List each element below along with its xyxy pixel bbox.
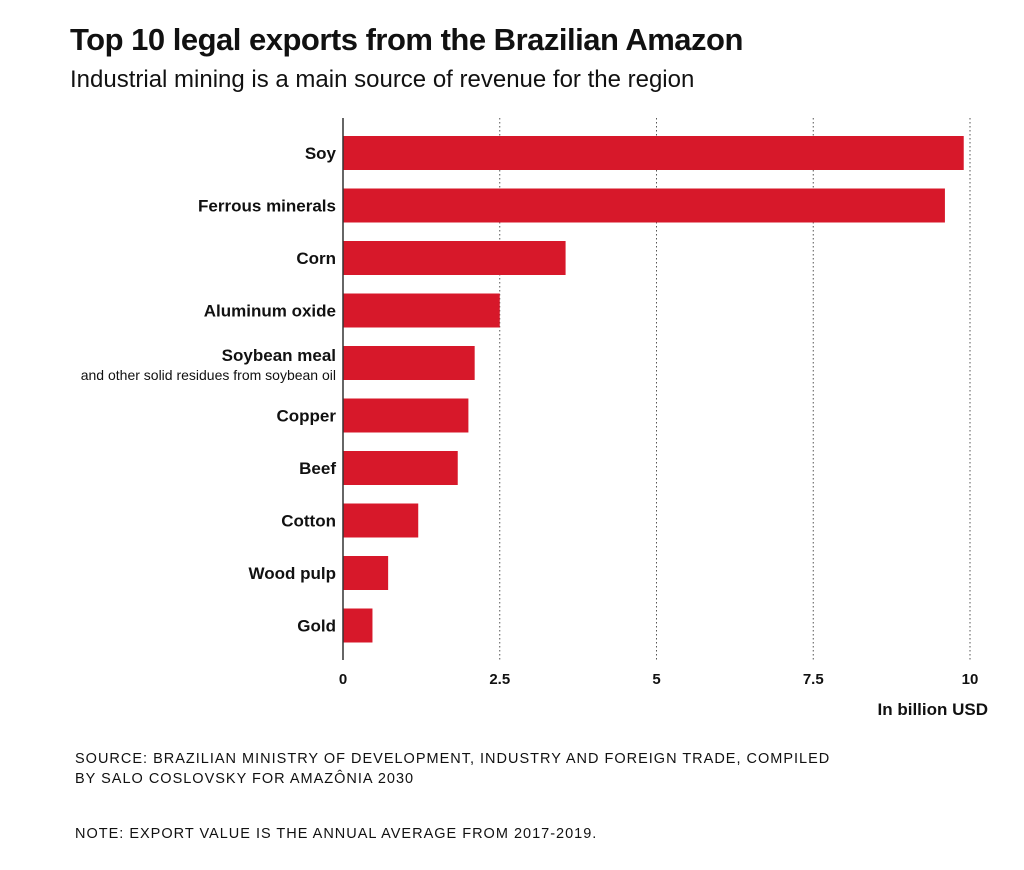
category-label: Soy — [305, 144, 337, 163]
category-label: Aluminum oxide — [204, 302, 336, 321]
x-tick-label: 2.5 — [489, 671, 510, 688]
bar — [343, 188, 945, 223]
x-tick-label: 7.5 — [803, 671, 824, 688]
category-label: Corn — [296, 249, 336, 268]
category-label: Wood pulp — [249, 564, 337, 583]
bar — [343, 346, 475, 380]
source-note: SOURCE: BRAZILIAN MINISTRY OF DEVELOPMEN… — [75, 751, 831, 787]
category-label: Ferrous minerals — [198, 197, 336, 216]
category-label: Gold — [297, 617, 336, 636]
bar — [343, 451, 458, 485]
bar — [343, 241, 566, 275]
category-labels: Soy Ferrous minerals Corn Aluminum oxide Soy… — [81, 144, 337, 636]
bar — [343, 136, 964, 170]
category-label: Soybean meal — [222, 346, 336, 365]
chart-subtitle: Industrial mining is a main source of re… — [70, 66, 695, 93]
category-label: Cotton — [281, 512, 336, 531]
bar — [343, 608, 373, 643]
category-sublabel: and other solid residues from soybean oi… — [81, 367, 336, 383]
bars — [343, 136, 964, 643]
x-tick-labels: 0 2.5 5 7.5 10 — [339, 671, 979, 688]
category-label: Copper — [277, 407, 337, 426]
x-axis-label: In billion USD — [877, 700, 989, 719]
bar — [343, 398, 469, 433]
x-tick-label: 5 — [652, 671, 660, 688]
x-tick-label: 0 — [339, 671, 347, 688]
x-tick-label: 10 — [962, 671, 979, 688]
bar — [343, 556, 389, 590]
bar — [343, 293, 500, 328]
bar-chart: Soy Ferrous minerals Corn Aluminum oxide Soy… — [81, 118, 979, 688]
chart-title: Top 10 legal exports from the Brazilian … — [70, 22, 743, 57]
category-label: Beef — [299, 459, 336, 478]
bar — [343, 503, 419, 538]
footnote: NOTE: EXPORT VALUE IS THE ANNUAL AVERAGE… — [75, 826, 598, 842]
